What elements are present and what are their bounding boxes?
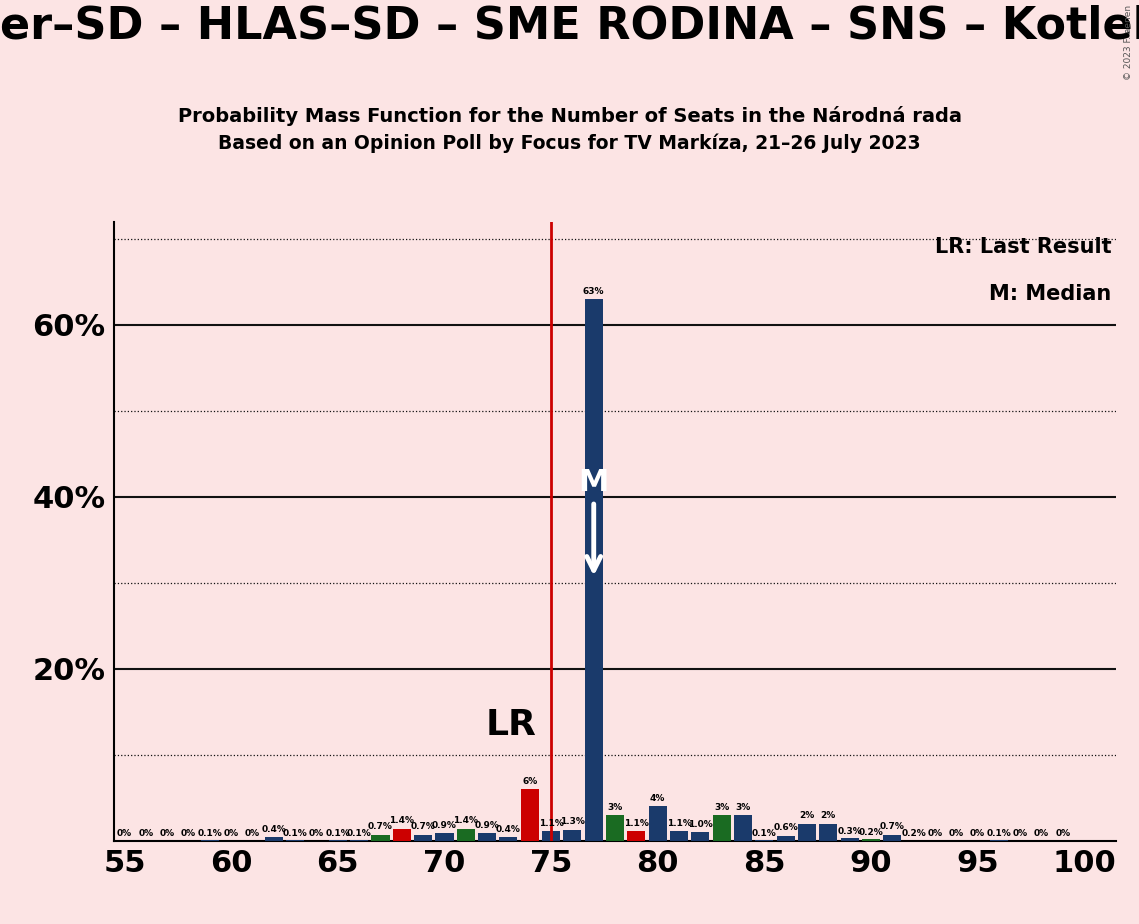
Text: M: Median: M: Median <box>989 284 1112 304</box>
Text: 0.4%: 0.4% <box>495 825 521 834</box>
Text: 6%: 6% <box>522 777 538 785</box>
Bar <box>521 789 539 841</box>
Text: 0%: 0% <box>159 829 174 838</box>
Text: 1.0%: 1.0% <box>688 820 713 829</box>
Text: 1.1%: 1.1% <box>624 819 649 828</box>
Text: 0%: 0% <box>927 829 942 838</box>
Text: 0.1%: 0.1% <box>282 829 308 838</box>
Text: M: M <box>579 468 609 497</box>
Text: 0%: 0% <box>245 829 260 838</box>
Text: 0%: 0% <box>138 829 154 838</box>
Text: 0%: 0% <box>117 829 132 838</box>
Bar <box>691 833 710 841</box>
Text: 0.1%: 0.1% <box>752 829 777 838</box>
Text: 1.1%: 1.1% <box>666 819 691 828</box>
Text: LR: Last Result: LR: Last Result <box>935 237 1112 257</box>
Bar <box>713 815 731 841</box>
Text: 0.6%: 0.6% <box>773 823 798 833</box>
Text: 0%: 0% <box>1013 829 1027 838</box>
Text: 0.9%: 0.9% <box>475 821 500 830</box>
Text: 0.7%: 0.7% <box>411 822 435 832</box>
Text: 0%: 0% <box>970 829 985 838</box>
Text: 1.4%: 1.4% <box>453 817 478 825</box>
Text: 0%: 0% <box>181 829 196 838</box>
Text: 4%: 4% <box>650 794 665 803</box>
Bar <box>371 834 390 841</box>
Text: Probability Mass Function for the Number of Seats in the Národná rada: Probability Mass Function for the Number… <box>178 106 961 127</box>
Text: 2%: 2% <box>821 811 836 821</box>
Text: 0.1%: 0.1% <box>197 829 222 838</box>
Bar <box>606 815 624 841</box>
Bar <box>862 839 880 841</box>
Text: 1.1%: 1.1% <box>539 819 564 828</box>
Bar <box>734 815 752 841</box>
Text: 0.9%: 0.9% <box>432 821 457 830</box>
Bar <box>564 830 582 841</box>
Text: 3%: 3% <box>714 803 729 811</box>
Bar <box>841 838 859 841</box>
Bar <box>435 833 453 841</box>
Text: 0%: 0% <box>309 829 325 838</box>
Text: 1.3%: 1.3% <box>560 817 584 826</box>
Bar <box>542 832 560 841</box>
Bar <box>628 832 646 841</box>
Bar <box>670 832 688 841</box>
Text: 3%: 3% <box>736 803 751 811</box>
Bar <box>499 837 517 841</box>
Text: 1.4%: 1.4% <box>390 817 415 825</box>
Text: 0.1%: 0.1% <box>326 829 350 838</box>
Text: 0.4%: 0.4% <box>262 825 286 834</box>
Text: 0%: 0% <box>1034 829 1049 838</box>
Text: 63%: 63% <box>583 286 605 296</box>
Bar <box>415 834 432 841</box>
Text: 0.1%: 0.1% <box>986 829 1011 838</box>
Bar <box>393 829 411 841</box>
Bar <box>584 299 603 841</box>
Bar <box>648 807 666 841</box>
Text: 2%: 2% <box>800 811 814 821</box>
Text: 3%: 3% <box>607 803 623 811</box>
Text: 0.2%: 0.2% <box>859 828 884 836</box>
Text: 0.7%: 0.7% <box>879 822 904 832</box>
Text: 0.1%: 0.1% <box>346 829 371 838</box>
Bar <box>457 829 475 841</box>
Text: © 2023 F..aenen: © 2023 F..aenen <box>1124 5 1133 79</box>
Text: 0.2%: 0.2% <box>901 829 926 838</box>
Bar <box>264 837 282 841</box>
Bar <box>798 823 816 841</box>
Text: 0%: 0% <box>949 829 964 838</box>
Text: 0.7%: 0.7% <box>368 822 393 832</box>
Bar <box>819 823 837 841</box>
Bar <box>478 833 497 841</box>
Text: 0%: 0% <box>223 829 239 838</box>
Text: 0.3%: 0.3% <box>837 827 862 835</box>
Text: Based on an Opinion Poll by Focus for TV Markíza, 21–26 July 2023: Based on an Opinion Poll by Focus for TV… <box>219 134 920 153</box>
Bar <box>777 835 795 841</box>
Text: LR: LR <box>485 708 536 742</box>
Text: 0%: 0% <box>1056 829 1071 838</box>
Bar <box>883 834 901 841</box>
Text: er–SD – HLAS–SD – SME RODINA – SNS – Kotleba–ĽS: er–SD – HLAS–SD – SME RODINA – SNS – Kot… <box>0 5 1139 48</box>
